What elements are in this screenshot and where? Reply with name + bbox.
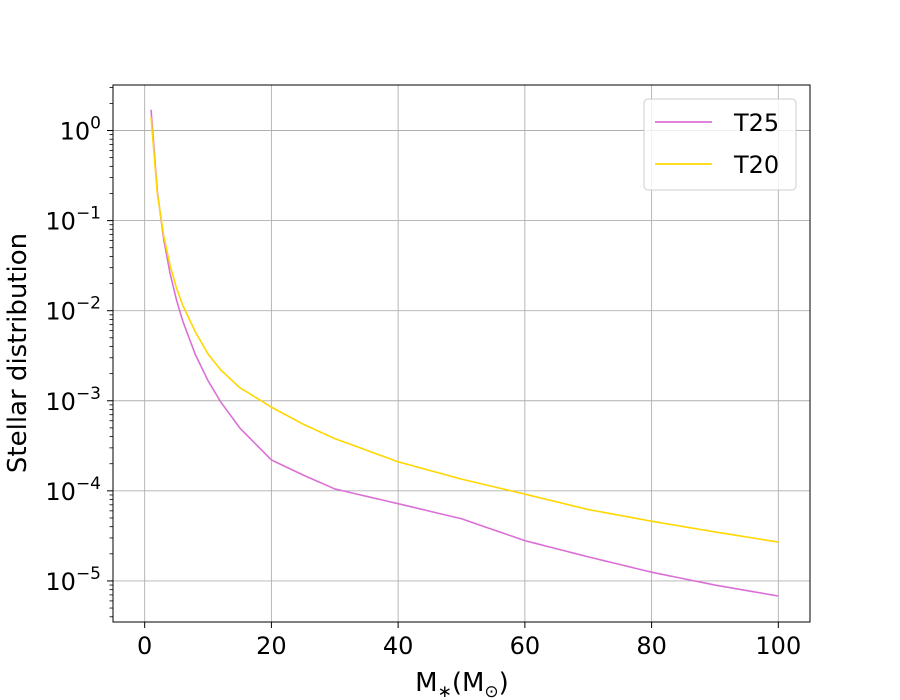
x-axis-label: M∗(M⊙) — [415, 668, 509, 700]
legend-label-t25: T25 — [733, 109, 779, 137]
x-axis-label-sub-sun: ⊙ — [484, 682, 498, 700]
y-tick-label: 10−4 — [45, 474, 101, 506]
x-tick-label: 100 — [755, 632, 801, 660]
x-axis-label-mass: M — [415, 668, 437, 698]
legend: T25 T20 — [643, 98, 797, 191]
y-tick-label: 10−3 — [45, 384, 101, 416]
x-axis-ticks: 0 20 40 60 80 100 — [137, 622, 801, 660]
plot-frame — [112, 84, 811, 623]
y-tick-label: 10−5 — [45, 564, 101, 596]
series-layer — [150, 109, 779, 597]
x-tick-label: 0 — [137, 632, 152, 660]
x-axis-label-paren-open: (M — [452, 668, 485, 698]
x-axis-label-sub-star: ∗ — [438, 682, 452, 700]
y-tick-base: 10 — [45, 388, 76, 416]
y-axis-label: Stellar distribution — [3, 233, 33, 473]
x-tick-label: 40 — [383, 632, 414, 660]
x-tick-label: 80 — [636, 632, 667, 660]
series-line-t20 — [150, 117, 779, 543]
x-tick-label: 20 — [256, 632, 287, 660]
y-tick-base: 10 — [45, 478, 76, 506]
y-tick-exponent: 0 — [90, 114, 101, 134]
y-tick-label: 10−2 — [45, 294, 101, 326]
y-tick-base: 10 — [60, 118, 91, 146]
series-line-t25 — [150, 109, 779, 597]
y-tick-exponent: −5 — [76, 564, 101, 584]
y-tick-exponent: −1 — [76, 204, 101, 224]
y-tick-exponent: −3 — [76, 384, 101, 404]
y-tick-label: 10−1 — [45, 204, 101, 236]
y-tick-label: 100 — [60, 114, 101, 146]
y-tick-base: 10 — [45, 568, 76, 596]
legend-label-t20: T20 — [733, 151, 779, 179]
y-tick-exponent: −2 — [76, 294, 101, 314]
y-tick-exponent: −4 — [76, 474, 101, 494]
x-axis-label-paren-close: ) — [499, 668, 509, 698]
y-tick-base: 10 — [45, 208, 76, 236]
grid — [113, 85, 810, 622]
y-tick-base: 10 — [45, 298, 76, 326]
x-tick-label: 60 — [510, 632, 541, 660]
